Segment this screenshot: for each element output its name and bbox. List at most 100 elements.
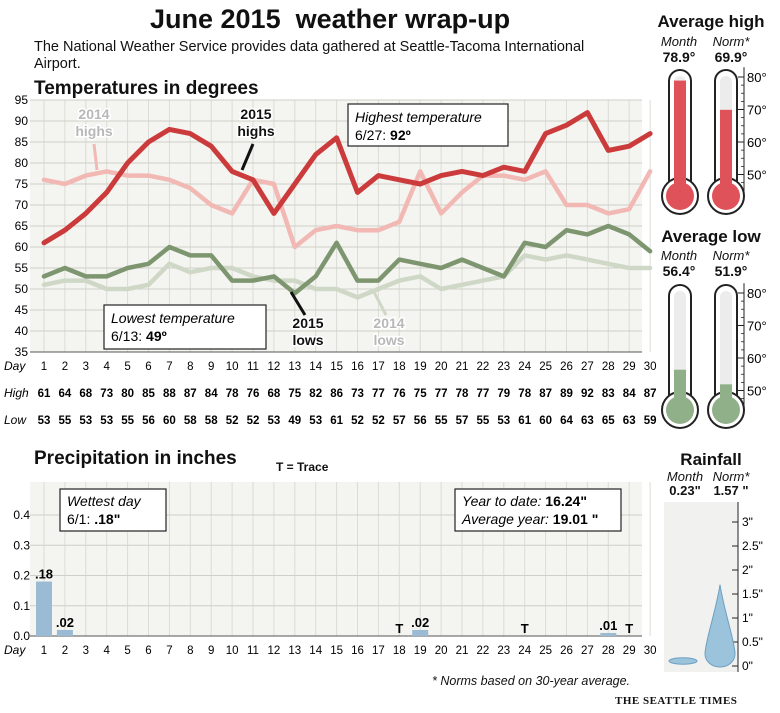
publisher-credit: THE SEATTLE TIMES — [615, 695, 738, 707]
precip-x-tick: 12 — [268, 645, 281, 657]
wettest-day-value: .18" — [94, 511, 120, 527]
label-2015-lows-line1: 2015 — [292, 315, 323, 331]
label-2014-highs-line1: 2014 — [78, 106, 109, 122]
table-cell-high: 76 — [393, 388, 406, 400]
table-cell-day: 3 — [83, 361, 89, 373]
rainfall-norm-value: 1.57 " — [713, 483, 749, 498]
year-to-date-label: Year to date: 16.24" — [462, 493, 587, 509]
table-cell-day: 19 — [414, 361, 427, 373]
avg-low-title: Average low — [661, 227, 761, 246]
table-cell-day: 2 — [62, 361, 68, 373]
table-cell-high: 92 — [581, 388, 594, 400]
table-cell-high: 73 — [351, 388, 364, 400]
precip-y-tick: 0.0 — [13, 629, 30, 643]
series-line-2015-highs — [41, 110, 653, 246]
temp-chart-title: Temperatures in degrees — [34, 78, 259, 99]
avg-high-scale-tick-label: 80° — [747, 70, 767, 85]
table-cell-day: 25 — [539, 361, 552, 373]
table-cell-high: 83 — [602, 388, 615, 400]
table-cell-day: 15 — [330, 361, 343, 373]
label-2015-lows-pointer — [289, 291, 307, 316]
avg-low-scale-tick-label: 50° — [747, 384, 767, 399]
table-cell-low: 56 — [142, 415, 155, 427]
table-cell-high: 78 — [518, 388, 531, 400]
precip-bar — [412, 629, 429, 636]
temp-y-tick: 95 — [15, 93, 29, 107]
table-cell-high: 64 — [59, 388, 72, 400]
precip-x-tick: 24 — [518, 645, 531, 657]
precip-annotations: Wettest day 6/1: .18" Year to date: 16.24"… — [59, 488, 622, 532]
precip-x-tick: 11 — [247, 645, 259, 657]
table-cell-high: 78 — [226, 388, 239, 400]
table-cell-day: 8 — [187, 361, 193, 373]
table-cell-low: 58 — [184, 415, 197, 427]
avg-high-norm-value: 69.9° — [714, 49, 748, 65]
table-cell-day: 13 — [288, 361, 301, 373]
temp-chart-lines — [41, 110, 653, 300]
highest-temp-value: 92º — [390, 127, 411, 143]
temp-y-tick: 50 — [15, 282, 29, 296]
precip-y-tick: 0.3 — [13, 538, 30, 552]
series-line-2014-highs — [41, 169, 653, 250]
table-cell-high: 87 — [644, 388, 657, 400]
temp-y-tick: 40 — [15, 324, 29, 338]
rain-gauge-tick-label: 3" — [742, 515, 753, 529]
table-cell-day: 11 — [247, 361, 259, 373]
table-cell-day: 23 — [497, 361, 510, 373]
table-cell-low: 53 — [79, 415, 92, 427]
table-cell-day: 26 — [560, 361, 573, 373]
table-cell-high: 80 — [121, 388, 134, 400]
avg-low-norm-thermometer-neck — [719, 406, 733, 412]
table-cell-day: 24 — [518, 361, 531, 373]
label-2015-lows-line2: lows — [292, 332, 323, 348]
precip-chart-title: Precipitation in inches — [34, 448, 237, 469]
precip-x-tick: 22 — [477, 645, 490, 657]
table-cell-high: 75 — [288, 388, 301, 400]
table-cell-low: 55 — [59, 415, 72, 427]
table-cell-day: 17 — [372, 361, 385, 373]
table-cell-low: 53 — [38, 415, 51, 427]
page-subtitle: The National Weather Service provides da… — [34, 39, 585, 72]
table-cell-low: 52 — [351, 415, 364, 427]
avg-low-month-thermometer-neck — [673, 406, 687, 412]
precip-x-tick: 25 — [539, 645, 552, 657]
table-cell-high: 84 — [623, 388, 636, 400]
precip-x-tick: 30 — [644, 645, 657, 657]
rain-gauge-tick-label: 0.5" — [742, 635, 763, 649]
table-cell-high: 61 — [38, 388, 51, 400]
label-2014-lows-line1: 2014 — [373, 315, 404, 331]
avg-high-month-value: 78.9° — [662, 49, 696, 65]
table-cell-day: 16 — [351, 361, 364, 373]
table-cell-low: 60 — [539, 415, 552, 427]
year-totals-box — [454, 488, 622, 532]
series-line-2014-lows — [41, 253, 653, 300]
precip-x-tick: 20 — [435, 645, 448, 657]
year-to-date-value: 16.24" — [545, 493, 587, 509]
temp-data-table: Day 1 2 3 4 5 6 7 8 9 10 11 12 13 14 15 16 17 18 19 20 21 22 23… — [4, 359, 656, 427]
temp-y-tick: 60 — [15, 240, 29, 254]
norms-footnote: * Norms based on 30-year average. — [432, 674, 631, 688]
rainfall-norm-label: Norm* — [712, 469, 750, 484]
avg-high-thermometers: 80° 70° 60° 50° — [661, 67, 767, 215]
table-cell-low: 64 — [560, 415, 573, 427]
precip-x-tick: 23 — [497, 645, 510, 657]
page-title: June 2015 weather wrap-up — [150, 4, 511, 34]
rain-gauge-tick-label: 2.5" — [742, 539, 763, 553]
table-cell-day: 18 — [393, 361, 406, 373]
rain-gauge-tick-label: 0" — [742, 659, 753, 673]
table-cell-day: 1 — [41, 361, 47, 373]
table-cell-day: 29 — [623, 361, 636, 373]
table-cell-day: 22 — [477, 361, 490, 373]
lowest-temp-box — [103, 304, 267, 350]
avg-low-scale-tick-label: 80° — [747, 286, 767, 301]
table-cell-high: 73 — [100, 388, 113, 400]
precip-x-tick: 28 — [602, 645, 615, 657]
table-cell-day: 9 — [208, 361, 214, 373]
table-cell-low: 57 — [456, 415, 469, 427]
label-2015-highs-pointer — [240, 143, 255, 171]
table-cell-day: 5 — [124, 361, 130, 373]
table-row-label-low: Low — [4, 413, 27, 427]
table-cell-low: 53 — [497, 415, 510, 427]
table-cell-high: 88 — [163, 388, 176, 400]
